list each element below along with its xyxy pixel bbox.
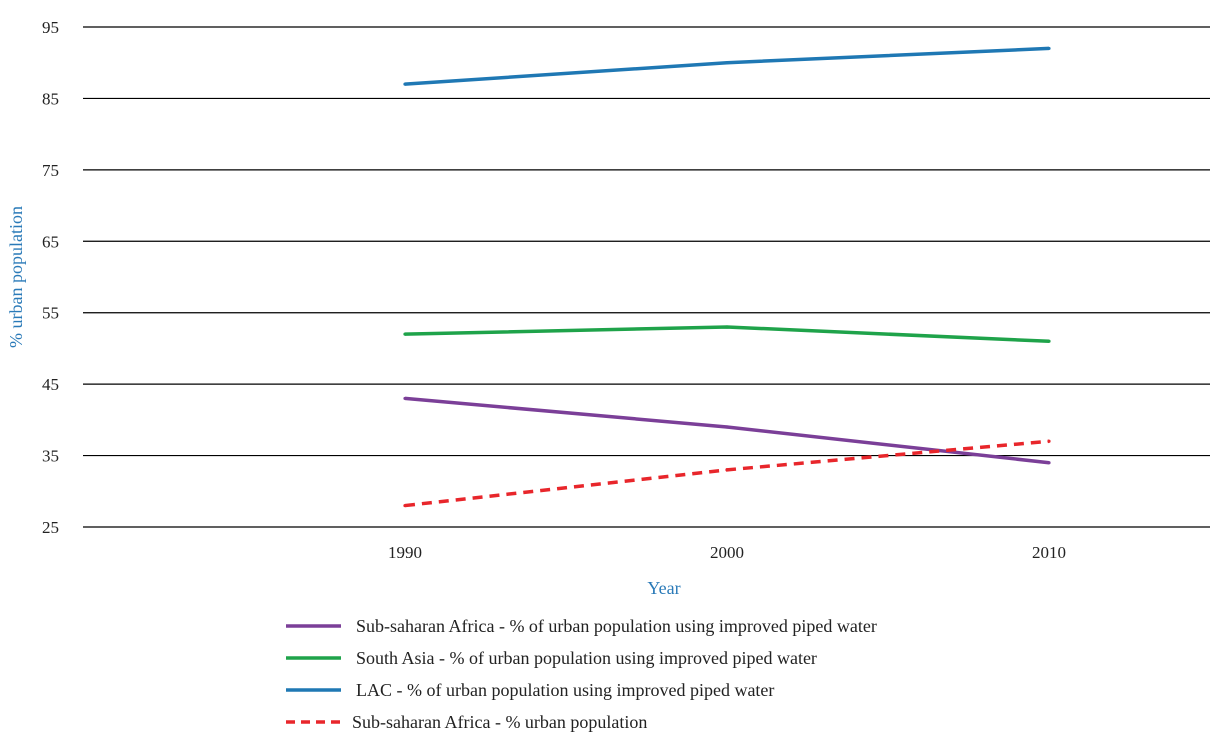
data-point	[1047, 439, 1051, 443]
x-axis-ticks: 1990 2000 2010	[388, 543, 1066, 562]
y-tick-label: 55	[42, 304, 59, 323]
data-point	[403, 396, 407, 401]
legend-label: LAC - % of urban population using improv…	[356, 680, 774, 700]
x-axis-title: Year	[647, 578, 680, 598]
x-tick-label: 2000	[710, 543, 744, 562]
y-tick-label: 35	[42, 447, 59, 466]
legend-label: Sub-saharan Africa - % urban population	[352, 712, 647, 732]
series-line-1	[404, 396, 1050, 465]
y-axis-ticks: 25 35 45 55 65 75 85 95	[42, 18, 59, 537]
y-tick-label: 85	[42, 89, 59, 108]
data-point	[725, 61, 729, 65]
x-tick-label: 2010	[1032, 543, 1066, 562]
gridlines	[83, 26, 1210, 528]
data-point	[403, 503, 407, 508]
data-point	[1047, 339, 1051, 343]
y-tick-label: 45	[42, 375, 59, 394]
series-lines	[403, 46, 1051, 508]
data-point	[725, 468, 729, 472]
data-point	[725, 425, 729, 429]
data-point	[725, 325, 729, 329]
y-tick-label: 75	[42, 161, 59, 180]
legend-label: Sub-saharan Africa - % of urban populati…	[356, 616, 877, 636]
data-point	[403, 332, 407, 336]
legend-label: South Asia - % of urban population using…	[356, 648, 817, 668]
data-point	[1047, 461, 1051, 465]
y-axis-title: % urban population	[6, 206, 26, 348]
data-point	[403, 82, 407, 86]
y-tick-label: 95	[42, 18, 59, 37]
series-line-3	[404, 46, 1050, 86]
x-tick-label: 1990	[388, 543, 422, 562]
data-point	[1047, 46, 1051, 51]
y-tick-label: 25	[42, 518, 59, 537]
legend: Sub-saharan Africa - % of urban populati…	[286, 616, 877, 732]
series-line-2	[404, 325, 1050, 344]
y-tick-label: 65	[42, 232, 59, 251]
series-line-4	[404, 439, 1050, 508]
